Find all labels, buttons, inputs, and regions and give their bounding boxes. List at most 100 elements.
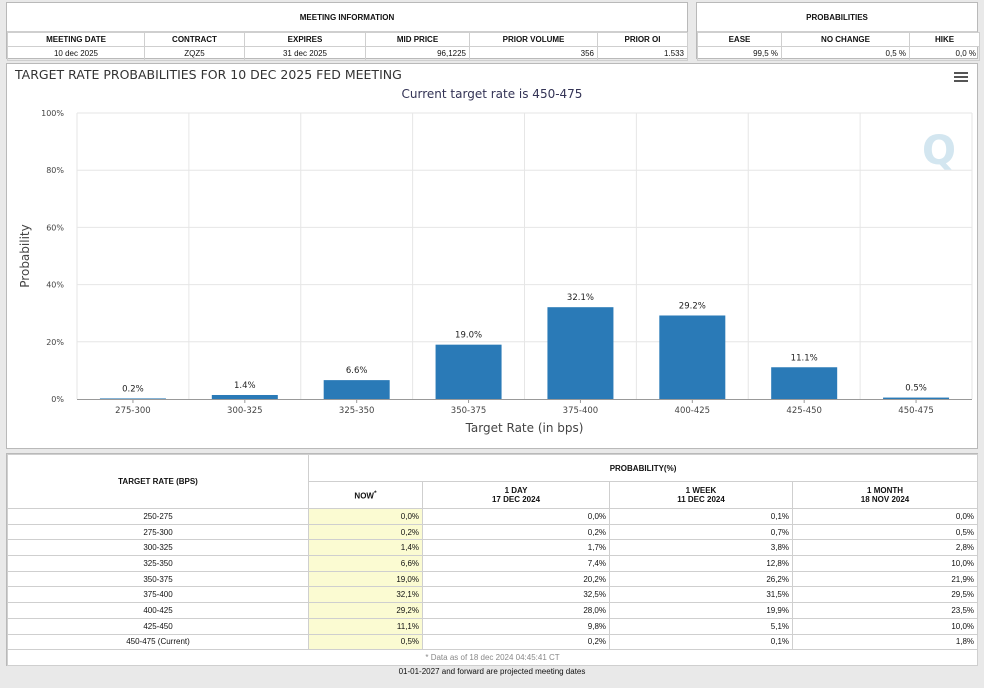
rate-cell: 450-475 (Current) xyxy=(7,633,309,651)
one-week-cell: 19,9% xyxy=(609,602,793,619)
expires-header: EXPIRES xyxy=(244,32,366,47)
one-day-cell: 1,7% xyxy=(422,539,610,557)
x-tick-label: 425-450 xyxy=(786,406,822,416)
hike-value: 0,0 % xyxy=(909,46,980,61)
bar-value-label: 1.4% xyxy=(234,381,256,391)
rate-cell: 350-375 xyxy=(7,570,309,588)
one-month-cell: 1,8% xyxy=(791,633,979,651)
probabilities-value-row: 99,5 % 0,5 % 0,0 % xyxy=(697,46,980,61)
now-cell: 0,0% xyxy=(308,508,423,525)
x-tick-label: 375-400 xyxy=(563,406,599,416)
y-tick-label: 20% xyxy=(46,338,64,347)
one-day-cell: 28,0% xyxy=(422,602,610,619)
chart-subtitle: Current target rate is 450-475 xyxy=(402,87,583,101)
prior-volume-header: PRIOR VOLUME xyxy=(469,32,598,47)
rate-cell: 400-425 xyxy=(7,602,309,619)
now-cell: 29,2% xyxy=(308,602,423,619)
table-row: 325-350 6,6% 7,4% 12,8% 10,0% xyxy=(7,555,979,572)
bar xyxy=(771,367,838,399)
table-row: 350-375 19,0% 20,2% 26,2% 21,9% xyxy=(7,570,979,588)
now-cell: 11,1% xyxy=(308,617,423,635)
bar xyxy=(435,344,502,399)
one-day-cell: 9,8% xyxy=(422,617,610,635)
probability-chart: TARGET RATE PROBABILITIES FOR 10 DEC 202… xyxy=(14,67,973,435)
meeting-info-panel: MEETING INFORMATION MEETING DATE CONTRAC… xyxy=(6,2,688,61)
contract-header: CONTRACT xyxy=(144,32,245,47)
now-column-header: NOW* xyxy=(308,481,423,509)
watermark-logo: Q xyxy=(922,128,956,174)
one-day-cell: 20,2% xyxy=(422,570,610,588)
now-cell: 1,4% xyxy=(308,539,423,557)
bar-value-label: 11.1% xyxy=(791,353,818,363)
bar-value-label: 29.2% xyxy=(679,301,706,311)
table-row: 375-400 32,1% 32,5% 31,5% 29,5% xyxy=(7,586,979,604)
bar xyxy=(323,380,390,399)
table-row: 400-425 29,2% 28,0% 19,9% 23,5% xyxy=(7,602,979,619)
one-day-cell: 0,2% xyxy=(422,633,610,651)
ease-value: 99,5 % xyxy=(697,46,782,61)
expires-value: 31 dec 2025 xyxy=(244,46,366,61)
probabilities-header-row: EASE NO CHANGE HIKE xyxy=(697,32,980,47)
x-tick-label: 450-475 xyxy=(898,406,934,416)
table-row: 250-275 0,0% 0,0% 0,1% 0,0% xyxy=(7,508,979,525)
meeting-date-header: MEETING DATE xyxy=(7,32,145,47)
x-tick-label: 325-350 xyxy=(339,406,375,416)
y-tick-label: 0% xyxy=(51,395,64,404)
bar xyxy=(547,307,614,399)
chart-menu-icon[interactable] xyxy=(954,72,968,84)
table-row: 450-475 (Current) 0,5% 0,2% 0,1% 1,8% xyxy=(7,633,979,651)
chart-panel: TARGET RATE PROBABILITIES FOR 10 DEC 202… xyxy=(6,63,978,449)
no-change-value: 0,5 % xyxy=(781,46,910,61)
rate-cell: 300-325 xyxy=(7,539,309,557)
data-timestamp-footnote: * Data as of 18 dec 2024 04:45:41 CT xyxy=(6,649,979,666)
one-month-column-header: 1 MONTH 18 NOV 2024 xyxy=(791,481,979,509)
one-week-cell: 31,5% xyxy=(609,586,793,604)
one-week-cell: 0,1% xyxy=(609,508,793,525)
now-cell: 6,6% xyxy=(308,555,423,572)
one-week-cell: 12,8% xyxy=(609,555,793,572)
bar-value-label: 0.5% xyxy=(905,384,927,394)
now-cell: 19,0% xyxy=(308,570,423,588)
y-tick-label: 80% xyxy=(46,166,64,175)
projected-dates-note: 01-01-2027 and forward are projected mee… xyxy=(398,667,586,676)
now-cell: 0,2% xyxy=(308,523,423,541)
bar xyxy=(659,315,726,399)
one-day-cell: 7,4% xyxy=(422,555,610,572)
one-day-cell: 0,0% xyxy=(422,508,610,525)
meeting-info-header-row: MEETING DATE CONTRACT EXPIRES MID PRICE … xyxy=(7,32,688,47)
probabilities-panel: PROBABILITIES EASE NO CHANGE HIKE 99,5 %… xyxy=(696,2,980,61)
mid-price-header: MID PRICE xyxy=(365,32,470,47)
rate-cell: 250-275 xyxy=(7,508,309,525)
one-month-cell: 21,9% xyxy=(791,570,979,588)
now-cell: 0,5% xyxy=(308,633,423,651)
rate-cell: 375-400 xyxy=(7,586,309,604)
rate-cell: 275-300 xyxy=(7,523,309,541)
x-tick-label: 400-425 xyxy=(675,406,711,416)
bar-value-label: 32.1% xyxy=(567,293,594,303)
prior-oi-header: PRIOR OI xyxy=(597,32,688,47)
probabilities-table: EASE NO CHANGE HIKE 99,5 % 0,5 % 0,0 % xyxy=(697,32,980,61)
bar-value-label: 0.2% xyxy=(122,384,144,394)
prior-volume-value: 356 xyxy=(469,46,598,61)
bar xyxy=(211,394,278,399)
one-week-cell: 5,1% xyxy=(609,617,793,635)
hike-header: HIKE xyxy=(909,32,980,47)
table-row: 275-300 0,2% 0,2% 0,7% 0,5% xyxy=(7,523,979,541)
bar xyxy=(99,398,166,400)
probability-column-row: NOW* 1 DAY 17 DEC 2024 1 WEEK 11 DEC 2024 … xyxy=(8,481,979,509)
rate-cell: 425-450 xyxy=(7,617,309,635)
probability-table: TARGET RATE (BPS) PROBABILITY(%) NOW* 1 … xyxy=(6,454,979,666)
meeting-info-table: MEETING DATE CONTRACT EXPIRES MID PRICE … xyxy=(7,32,688,61)
one-month-cell: 29,5% xyxy=(791,586,979,604)
no-change-header: NO CHANGE xyxy=(781,32,910,47)
one-month-cell: 10,0% xyxy=(791,617,979,635)
now-cell: 32,1% xyxy=(308,586,423,604)
footnote-row: * Data as of 18 dec 2024 04:45:41 CT xyxy=(6,649,979,666)
contract-value: ZQZ5 xyxy=(144,46,245,61)
y-tick-label: 40% xyxy=(46,281,64,290)
target-rate-header: TARGET RATE (BPS) xyxy=(7,454,309,509)
probabilities-title: PROBABILITIES xyxy=(697,3,977,32)
one-day-cell: 0,2% xyxy=(422,523,610,541)
y-tick-label: 60% xyxy=(46,223,64,232)
chart-title: TARGET RATE PROBABILITIES FOR 10 DEC 202… xyxy=(14,67,402,82)
